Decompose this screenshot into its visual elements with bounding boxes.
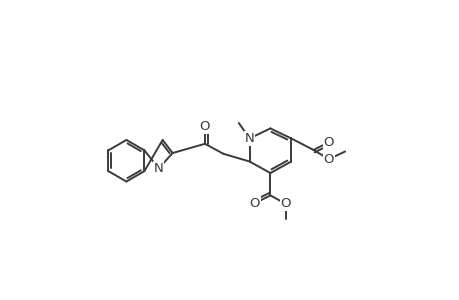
Text: O: O (323, 153, 333, 166)
Text: O: O (199, 120, 210, 134)
Text: N: N (154, 162, 163, 175)
Text: O: O (249, 196, 260, 210)
Text: O: O (323, 136, 333, 149)
Text: N: N (244, 132, 254, 145)
Text: O: O (280, 197, 291, 210)
